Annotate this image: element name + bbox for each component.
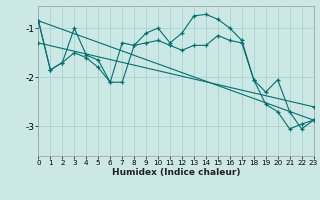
X-axis label: Humidex (Indice chaleur): Humidex (Indice chaleur) <box>112 168 240 177</box>
